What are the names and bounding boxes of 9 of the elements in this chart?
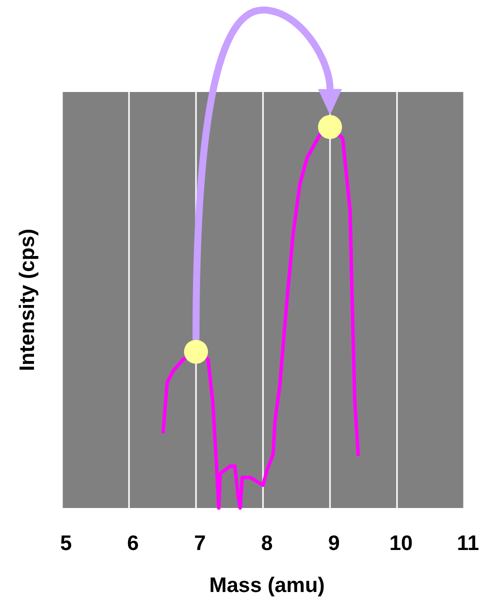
x-tick-label: 11 — [456, 532, 480, 555]
x-tick-label: 5 — [60, 532, 72, 555]
x-tick-label: 6 — [127, 532, 139, 555]
x-axis-title: Mass (amu) — [209, 574, 325, 597]
x-tick-label: 9 — [328, 532, 340, 555]
x-tick-label: 10 — [389, 532, 413, 555]
x-tick-label: 8 — [261, 532, 274, 555]
y-axis-title: Intensity (cps) — [16, 228, 39, 372]
x-tick-label: 7 — [194, 532, 206, 555]
